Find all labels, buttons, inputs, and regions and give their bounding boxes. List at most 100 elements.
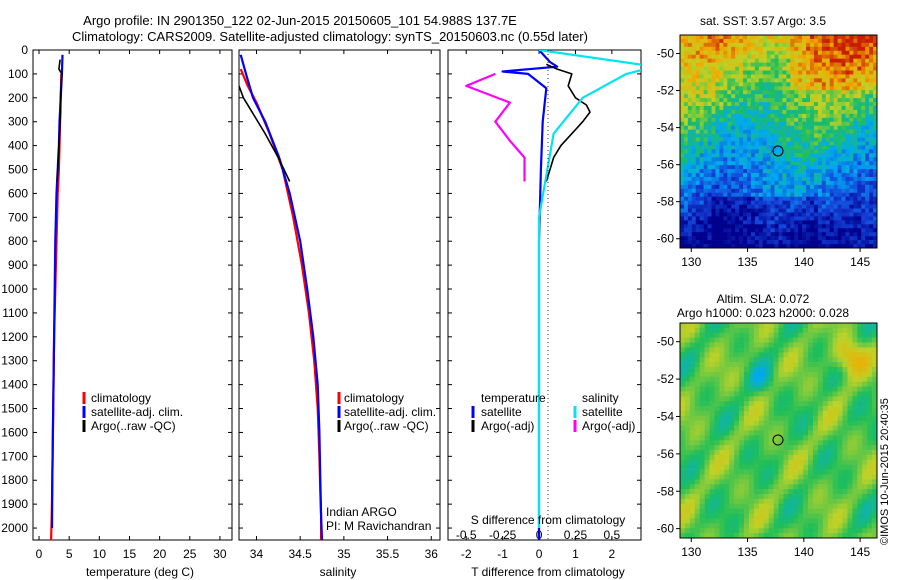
sst-cell: [711, 38, 716, 44]
sst-cell: [794, 86, 799, 91]
sst-cell: [711, 62, 716, 67]
sst-cell: [853, 74, 858, 79]
sla-cell: [758, 327, 765, 334]
sst-cell: [841, 66, 846, 71]
sst-cell: [754, 54, 760, 59]
sla-cell: [872, 454, 878, 461]
sla-cell: [729, 459, 735, 466]
sst-cell: [695, 98, 700, 103]
sst-cell: [829, 62, 834, 67]
sst-cell: [849, 240, 854, 245]
sla-cell: [827, 533, 833, 539]
sla-cell: [714, 489, 720, 495]
sla-cell: [822, 479, 829, 485]
sla-cell: [729, 484, 735, 490]
sst-cell: [861, 54, 866, 59]
sst-cell: [735, 141, 740, 146]
sst-cell: [845, 184, 850, 190]
sla-cell: [739, 371, 745, 378]
sst-cell: [841, 117, 846, 123]
sst-cell: [766, 54, 771, 59]
sst-cell: [821, 153, 827, 158]
sla-cell: [758, 450, 765, 456]
sst-cell: [857, 66, 862, 71]
sst-cell: [735, 173, 740, 178]
sst-cell: [723, 133, 728, 138]
sla-cell: [778, 489, 784, 495]
sla-cell: [744, 357, 750, 363]
sla-cell: [788, 371, 794, 378]
sst-cell: [794, 62, 799, 67]
sst-cell: [695, 74, 700, 79]
sst-cell: [746, 173, 752, 178]
sla-cell: [793, 376, 799, 382]
sla-cell: [837, 498, 843, 505]
sst-cell: [837, 109, 842, 115]
sla-cell: [748, 337, 755, 343]
sla-cell: [857, 454, 863, 461]
sst-cell: [691, 82, 697, 87]
sst-cell: [833, 208, 838, 213]
sst-cell: [735, 70, 740, 75]
sla-cell: [744, 401, 750, 407]
sla-cell: [778, 401, 784, 407]
sst-cell: [711, 70, 716, 75]
depth-tick-label: 300: [8, 115, 28, 129]
sst-cell: [817, 86, 823, 91]
sst-cell: [841, 35, 846, 40]
sst-cell: [841, 208, 846, 213]
sla-cell: [778, 332, 784, 338]
sst-cell: [703, 173, 708, 178]
sst-cell: [774, 50, 779, 56]
sst-cell: [778, 224, 783, 229]
sst-cell: [778, 220, 783, 225]
sst-cell: [869, 149, 874, 154]
sst-cell: [691, 78, 697, 83]
sla-cell: [694, 464, 700, 470]
sla-cell: [684, 332, 691, 338]
sst-cell: [778, 106, 783, 111]
sst-cell: [825, 109, 831, 115]
sla-cell: [694, 352, 700, 358]
sla-cell: [709, 323, 715, 329]
sst-cell: [821, 90, 827, 95]
sla-cell: [793, 332, 799, 338]
sla-cell: [699, 352, 705, 358]
sla-cell: [680, 454, 686, 461]
sst-cell: [691, 98, 697, 103]
sst-cell: [715, 86, 720, 91]
sst-cell: [754, 113, 760, 119]
sla-cell: [832, 347, 838, 353]
sst-cell: [841, 244, 846, 249]
sst-cell: [735, 86, 740, 91]
sla-cell: [709, 523, 715, 529]
sst-cell: [739, 121, 744, 127]
sla-cell: [768, 533, 774, 539]
sst-cell: [750, 66, 756, 71]
sst-cell: [778, 212, 783, 217]
sla-cell: [724, 396, 730, 402]
sla-cell: [694, 347, 700, 353]
sla-cell: [753, 474, 760, 480]
sla-cell: [724, 430, 730, 436]
sla-cell: [714, 425, 720, 431]
sst-cell: [857, 46, 862, 52]
sst-cell: [703, 216, 708, 221]
sst-cell: [857, 42, 862, 48]
sst-cell: [802, 35, 807, 40]
sst-cell: [817, 216, 823, 221]
sst-cell: [782, 58, 787, 63]
sla-cell: [808, 362, 814, 368]
sla-cell: [709, 474, 715, 480]
sla-cell: [739, 494, 745, 500]
sst-cell: [739, 208, 744, 213]
sst-cell: [731, 149, 736, 154]
sst-cell: [715, 177, 720, 182]
sla-cell: [847, 513, 853, 519]
sla-cell: [729, 362, 735, 368]
sst-cell: [707, 90, 712, 95]
sst-cell: [715, 74, 720, 79]
sla-cell: [714, 523, 720, 529]
sst-cell: [707, 208, 712, 213]
sst-cell: [762, 169, 767, 174]
